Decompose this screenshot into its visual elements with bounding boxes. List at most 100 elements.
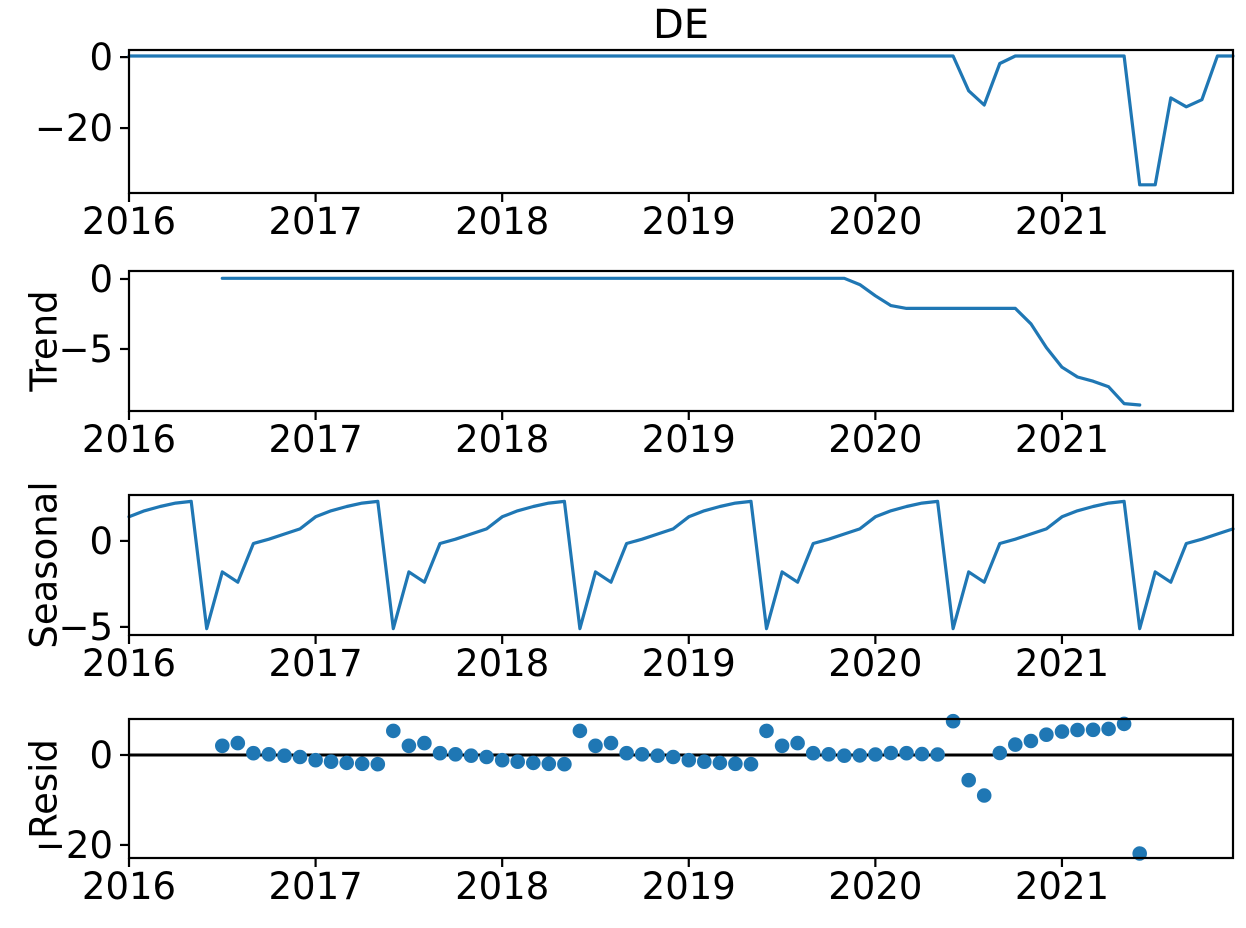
scatter-point <box>961 772 976 788</box>
scatter-point <box>712 755 728 771</box>
x-tick-label: 2021 <box>1015 418 1109 461</box>
scatter-point <box>246 745 261 761</box>
scatter-point <box>277 748 292 763</box>
scatter-point <box>1085 722 1101 738</box>
y-tick-label: 0 <box>89 36 113 79</box>
x-tick-label: 2019 <box>642 418 736 461</box>
scatter-point <box>976 788 992 803</box>
scatter-point <box>728 756 743 772</box>
scatter-point <box>759 723 774 739</box>
scatter-point <box>354 756 370 772</box>
scatter-point <box>930 747 945 762</box>
scatter-point <box>697 754 712 769</box>
scatter-point <box>463 748 479 763</box>
series-line <box>127 499 1235 631</box>
x-tick-label: 2018 <box>455 865 549 908</box>
x-tick-label: 2020 <box>828 418 922 461</box>
x-tick-label: 2020 <box>828 865 922 908</box>
scatter-point <box>665 749 681 765</box>
y-tick-label: 0 <box>89 520 113 563</box>
x-tick-label: 2017 <box>269 865 363 908</box>
scatter-point <box>883 745 899 761</box>
scatter-point <box>588 738 603 754</box>
scatter-point <box>323 754 339 769</box>
x-tick-label: 2016 <box>82 418 176 461</box>
scatter-point <box>634 747 650 762</box>
panel-frame <box>127 48 1235 195</box>
panel-frame <box>127 269 1235 413</box>
x-tick-label: 2016 <box>82 200 176 243</box>
scatter-point <box>1023 733 1039 749</box>
scatter-point <box>805 745 821 761</box>
scatter-point <box>448 747 463 762</box>
series-line <box>127 54 1235 187</box>
scatter-point <box>572 723 588 739</box>
y-tick-label: −5 <box>58 328 113 371</box>
y-tick-label: −5 <box>58 606 113 649</box>
x-tick-label: 2018 <box>455 418 549 461</box>
x-tick-label: 2017 <box>269 200 363 243</box>
y-tick-label: 0 <box>89 258 113 301</box>
x-tick-label: 2021 <box>1015 865 1109 908</box>
scatter-point <box>417 735 432 751</box>
scatter-point <box>821 747 836 762</box>
x-tick-label: 2020 <box>828 642 922 685</box>
y-tick-label: 0 <box>89 734 113 777</box>
scatter-point <box>510 754 525 769</box>
scatter-point <box>308 752 323 768</box>
scatter-point <box>401 738 417 754</box>
scatter-point <box>1070 722 1085 738</box>
scatter-point <box>945 713 961 729</box>
scatter-point <box>899 745 914 761</box>
scatter-point <box>790 735 805 751</box>
x-tick-label: 2016 <box>82 642 176 685</box>
scatter-point <box>215 738 230 754</box>
scatter-point <box>1039 727 1054 742</box>
x-tick-label: 2019 <box>642 865 736 908</box>
scatter-point <box>292 749 308 765</box>
scatter-point <box>370 756 386 772</box>
panel-frame <box>127 493 1235 637</box>
scatter-point <box>837 748 852 763</box>
scatter-point <box>914 746 930 762</box>
scatter-point <box>852 748 868 763</box>
scatter-point <box>743 756 759 772</box>
x-tick-label: 2021 <box>1015 642 1109 685</box>
x-tick-label: 2018 <box>455 642 549 685</box>
scatter-point <box>1054 724 1070 739</box>
x-tick-label: 2019 <box>642 200 736 243</box>
scatter-point <box>1008 737 1023 752</box>
scatter-point <box>603 735 619 751</box>
scatter-point <box>650 748 665 763</box>
scatter-point <box>557 756 572 772</box>
scatter-point <box>479 749 494 765</box>
scatter-point <box>432 745 448 761</box>
series-line <box>220 276 1142 407</box>
scatter-point <box>619 745 634 761</box>
scatter-point <box>774 738 790 754</box>
y-tick-label: −20 <box>35 824 113 867</box>
scatter-point <box>339 755 355 771</box>
x-tick-label: 2019 <box>642 642 736 685</box>
scatter-point <box>386 723 401 739</box>
x-tick-label: 2016 <box>82 865 176 908</box>
x-tick-label: 2017 <box>269 418 363 461</box>
scatter-point <box>494 752 510 768</box>
panel-frame <box>127 717 1235 860</box>
x-tick-label: 2017 <box>269 642 363 685</box>
scatter-point <box>1101 721 1116 737</box>
scatter-point <box>1116 716 1132 732</box>
scatter-point <box>230 735 246 751</box>
chart-title: DE <box>652 2 710 48</box>
scatter-point <box>681 752 697 768</box>
scatter-point <box>868 747 883 762</box>
scatter-point <box>261 747 277 762</box>
x-tick-label: 2018 <box>455 200 549 243</box>
scatter-point <box>992 745 1008 761</box>
scatter-point <box>526 755 541 771</box>
scatter-point <box>541 756 557 772</box>
x-tick-label: 2020 <box>828 200 922 243</box>
y-tick-label: −20 <box>35 107 113 150</box>
x-tick-label: 2021 <box>1015 200 1109 243</box>
